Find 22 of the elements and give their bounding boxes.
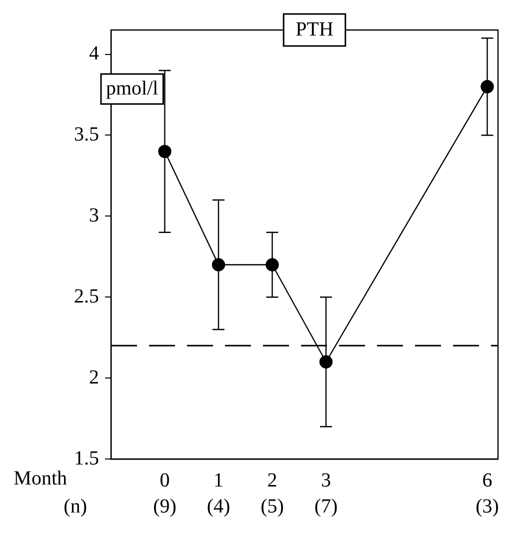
y-tick-label: 2.5	[74, 285, 99, 308]
text: (3)	[476, 495, 499, 518]
y-tick-label: 4	[89, 42, 99, 65]
y-axis-title: pmol/l	[106, 77, 159, 100]
chart-title: PTH	[296, 18, 334, 40]
text: (5)	[260, 495, 284, 518]
text: (7)	[314, 495, 338, 518]
point	[212, 258, 226, 272]
x-tick-label: 0	[160, 469, 170, 492]
x-tick-label: 1	[214, 469, 224, 492]
text: Month	[14, 467, 67, 490]
y-tick-label: 1.5	[74, 447, 99, 470]
x-tick-label: 3	[321, 469, 331, 492]
text: (9)	[153, 495, 176, 518]
point	[319, 355, 333, 368]
y-tick-label: 3	[89, 204, 99, 226]
text: (4)	[206, 495, 230, 518]
text: (n)	[64, 495, 87, 518]
y-tick-label: 2	[89, 366, 99, 388]
x-tick-label: 6	[482, 469, 492, 492]
x-tick-label: 2	[267, 469, 278, 492]
y-tick-label: 3.5	[74, 123, 99, 146]
